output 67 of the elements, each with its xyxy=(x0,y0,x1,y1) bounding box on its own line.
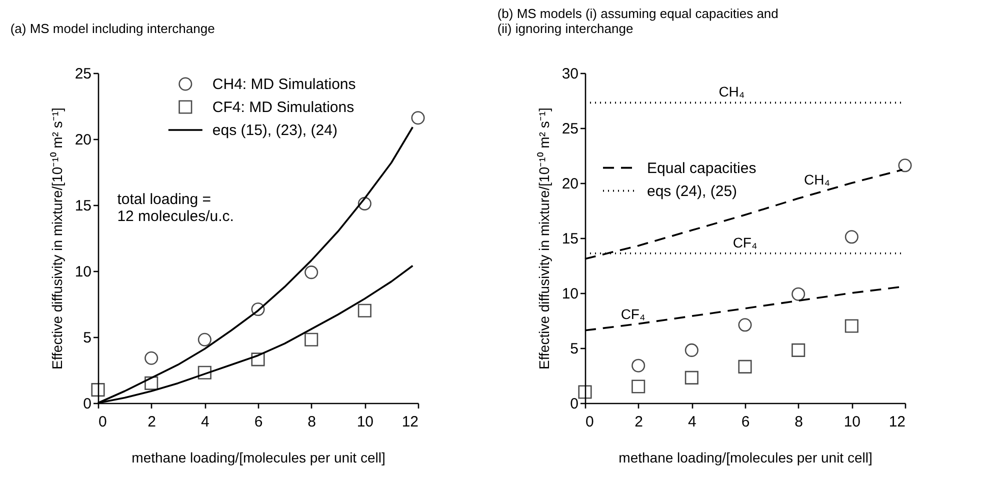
point xyxy=(844,230,858,244)
annotation: CF₄ xyxy=(732,234,758,250)
y-tick-label: 5 xyxy=(83,330,92,346)
point xyxy=(144,351,158,365)
y-tick-label: 15 xyxy=(562,230,578,248)
x-tick-label: 4 xyxy=(200,414,210,430)
x-tick-label: 10 xyxy=(844,414,861,430)
point xyxy=(898,158,912,172)
annotation: total loading = 12 molecules/u.c. xyxy=(117,190,234,225)
y-tick-label: 10 xyxy=(74,264,92,280)
x-tick-label: 10 xyxy=(356,414,374,430)
point xyxy=(251,352,265,366)
legend-label: CH4: MD Simulations xyxy=(212,76,356,93)
x-tick-label: 12 xyxy=(888,414,906,430)
y-tick-label: 5 xyxy=(570,340,578,358)
point xyxy=(632,358,646,372)
point xyxy=(738,360,752,374)
chart-title: (a) MS model including interchange xyxy=(10,21,215,36)
legend-label: CF4: MD Simulations xyxy=(212,99,354,116)
annotation: CF₄ xyxy=(620,306,646,322)
legend-label: eqs (15), (23), (24) xyxy=(212,122,338,139)
legend-label: eqs (24), (25) xyxy=(647,182,738,200)
y-axis-title: Effective diffusivity in mixture/[10⁻¹⁰ m² s⁻¹] xyxy=(536,108,552,370)
x-tick-label: 8 xyxy=(794,414,804,430)
x-tick-label: 4 xyxy=(688,414,696,430)
point xyxy=(198,366,212,380)
point xyxy=(578,385,592,399)
point xyxy=(632,380,646,394)
point xyxy=(738,318,752,332)
annotation: CH₄ xyxy=(718,84,745,100)
point xyxy=(251,302,265,316)
point xyxy=(411,111,425,125)
x-tick-label: 12 xyxy=(402,414,418,430)
x-tick-label: 2 xyxy=(148,414,156,430)
x-axis-title: methane loading/[molecules per unit cell] xyxy=(132,450,386,466)
point xyxy=(91,383,105,397)
x-tick-label: 2 xyxy=(634,414,644,430)
y-tick-label: 10 xyxy=(562,286,578,302)
x-tick-label: 6 xyxy=(741,414,750,430)
point xyxy=(684,343,698,357)
y-tick-label: 20 xyxy=(74,132,92,148)
point xyxy=(304,266,318,280)
point xyxy=(844,319,858,333)
y-tick-label: 25 xyxy=(74,66,92,82)
point xyxy=(358,304,372,318)
x-tick-label: 6 xyxy=(254,414,263,430)
point xyxy=(144,376,158,390)
y-tick-label: 0 xyxy=(570,396,578,412)
y-tick-label: 15 xyxy=(74,198,92,214)
point xyxy=(792,287,806,301)
y-tick-label: 20 xyxy=(562,176,578,192)
point xyxy=(792,343,806,357)
legend-label: Equal capacities xyxy=(647,160,756,177)
x-axis-title: methane loading/[molecules per unit cell] xyxy=(618,450,872,466)
y-tick-label: 0 xyxy=(83,396,92,412)
y-axis-title: Effective diffusivity in mixture/[10⁻¹⁰ m² s⁻¹] xyxy=(48,108,65,370)
y-tick-label: 30 xyxy=(562,66,578,82)
x-tick-label: 0 xyxy=(586,414,594,430)
chart-title: (b) MS models (i) assuming equal capacities and (ii) ignoring interchange xyxy=(497,6,778,36)
point xyxy=(198,332,212,346)
point xyxy=(358,196,372,210)
annotation: CH₄ xyxy=(804,172,830,188)
point xyxy=(304,332,318,346)
point xyxy=(684,370,698,384)
x-tick-label: 0 xyxy=(98,414,107,430)
x-tick-label: 8 xyxy=(308,414,316,430)
y-tick-label: 25 xyxy=(562,120,578,138)
